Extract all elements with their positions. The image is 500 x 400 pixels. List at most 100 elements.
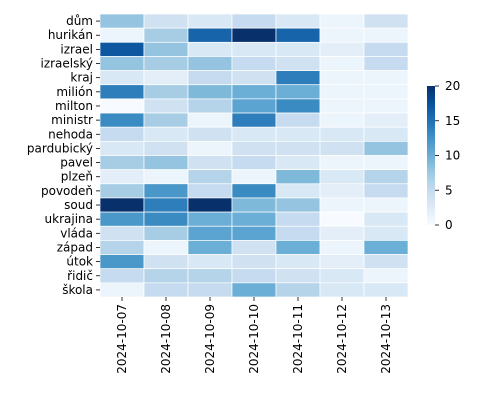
- y-tick-label: útok: [66, 255, 93, 269]
- heatmap-cell: [363, 41, 409, 57]
- heatmap-cell: [275, 282, 321, 298]
- heatmap-cell: [275, 13, 321, 29]
- heatmap-cell: [319, 13, 365, 29]
- heatmap-cell: [231, 225, 277, 241]
- heatmap-cell: [143, 240, 189, 255]
- colorbar: 0 5 10 15 20: [427, 79, 460, 232]
- heatmap-cell: [363, 155, 409, 170]
- colorbar-tick-label: 0: [445, 218, 453, 232]
- heatmap-cell: [99, 197, 145, 213]
- heatmap-cell: [99, 211, 145, 227]
- heatmap-cell: [363, 254, 409, 270]
- heatmap-cell: [363, 240, 409, 255]
- heatmap-cell: [143, 282, 189, 298]
- heatmap-cell: [187, 268, 233, 284]
- heatmap-cell: [99, 27, 145, 43]
- heatmap-cell: [187, 183, 233, 199]
- heatmap-cell: [143, 13, 189, 29]
- heatmap-cell: [319, 84, 365, 100]
- heatmap-cell: [363, 169, 409, 185]
- heatmap-cell: [319, 183, 365, 199]
- heatmap-cell: [363, 197, 409, 213]
- heatmap-cell: [275, 183, 321, 199]
- heatmap-cell: [187, 282, 233, 298]
- heatmap-cell: [275, 141, 321, 156]
- heatmap-cell: [143, 84, 189, 100]
- y-tick-label: izrael: [60, 42, 93, 56]
- colorbar-ticks: 0 5 10 15 20: [435, 79, 460, 232]
- heatmap-cell: [231, 282, 277, 298]
- heatmap-cell: [231, 13, 277, 29]
- heatmap-cell: [231, 268, 277, 284]
- heatmap-cell: [319, 41, 365, 57]
- x-tick-label: 2024-10-10: [247, 304, 261, 374]
- heatmap-cell: [187, 169, 233, 185]
- colorbar-tick-label: 20: [445, 79, 460, 93]
- heatmap-cell: [143, 254, 189, 270]
- heatmap-cells: [99, 13, 409, 298]
- heatmap-cell: [99, 84, 145, 100]
- y-tick-label: ministr: [51, 113, 93, 127]
- y-tick-label: škola: [62, 283, 93, 297]
- heatmap-cell: [363, 70, 409, 86]
- y-tick-label: nehoda: [48, 127, 93, 141]
- x-tick-labels: 2024-10-07 2024-10-08 2024-10-09 2024-10-10…: [115, 297, 393, 374]
- heatmap-cell: [187, 141, 233, 156]
- x-tick-label: 2024-10-12: [335, 304, 349, 374]
- heatmap-cell: [143, 98, 189, 114]
- heatmap-cell: [143, 41, 189, 57]
- heatmap-cell: [99, 98, 145, 114]
- heatmap-cell: [275, 98, 321, 114]
- y-tick-label: vláda: [60, 226, 93, 240]
- heatmap-cell: [319, 27, 365, 43]
- heatmap-cell: [187, 98, 233, 114]
- heatmap-cell: [363, 183, 409, 199]
- y-tick-label: pardubický: [27, 141, 93, 155]
- heatmap-cell: [143, 141, 189, 156]
- heatmap-cell: [143, 155, 189, 170]
- heatmap-cell: [319, 126, 365, 142]
- heatmap-cell: [275, 155, 321, 170]
- heatmap-cell: [275, 27, 321, 43]
- y-tick-label: milton: [55, 99, 93, 113]
- heatmap-cell: [363, 84, 409, 100]
- heatmap-cell: [363, 98, 409, 114]
- heatmap-cell: [319, 197, 365, 213]
- heatmap-cell: [99, 225, 145, 241]
- heatmap-cell: [143, 56, 189, 71]
- heatmap-cell: [363, 282, 409, 298]
- heatmap-cell: [187, 197, 233, 213]
- heatmap-cell: [187, 254, 233, 270]
- heatmap-cell: [231, 56, 277, 71]
- heatmap-cell: [363, 27, 409, 43]
- y-tick-label: západ: [57, 240, 93, 254]
- heatmap-cell: [99, 268, 145, 284]
- heatmap-cell: [275, 197, 321, 213]
- heatmap-cell: [99, 112, 145, 128]
- heatmap-cell: [275, 254, 321, 270]
- heatmap-cell: [319, 141, 365, 156]
- heatmap-cell: [319, 112, 365, 128]
- heatmap-cell: [231, 169, 277, 185]
- heatmap-cell: [319, 56, 365, 71]
- x-tick-label: 2024-10-11: [291, 304, 305, 374]
- heatmap-cell: [143, 112, 189, 128]
- heatmap-cell: [231, 141, 277, 156]
- heatmap-cell: [231, 84, 277, 100]
- y-tick-label: milión: [56, 85, 93, 99]
- heatmap-cell: [363, 112, 409, 128]
- y-tick-label: izraelský: [40, 57, 93, 71]
- x-tick-label: 2024-10-08: [159, 304, 173, 374]
- heatmap-cell: [187, 27, 233, 43]
- y-tick-label: ukrajina: [45, 212, 93, 226]
- x-tick-label: 2024-10-07: [115, 304, 129, 374]
- heatmap-cell: [319, 268, 365, 284]
- heatmap-cell: [143, 197, 189, 213]
- y-tick-label: plzeň: [61, 170, 93, 184]
- heatmap-cell: [275, 56, 321, 71]
- heatmap-cell: [275, 70, 321, 86]
- heatmap-cell: [319, 240, 365, 255]
- heatmap-cell: [319, 155, 365, 170]
- heatmap-cell: [187, 155, 233, 170]
